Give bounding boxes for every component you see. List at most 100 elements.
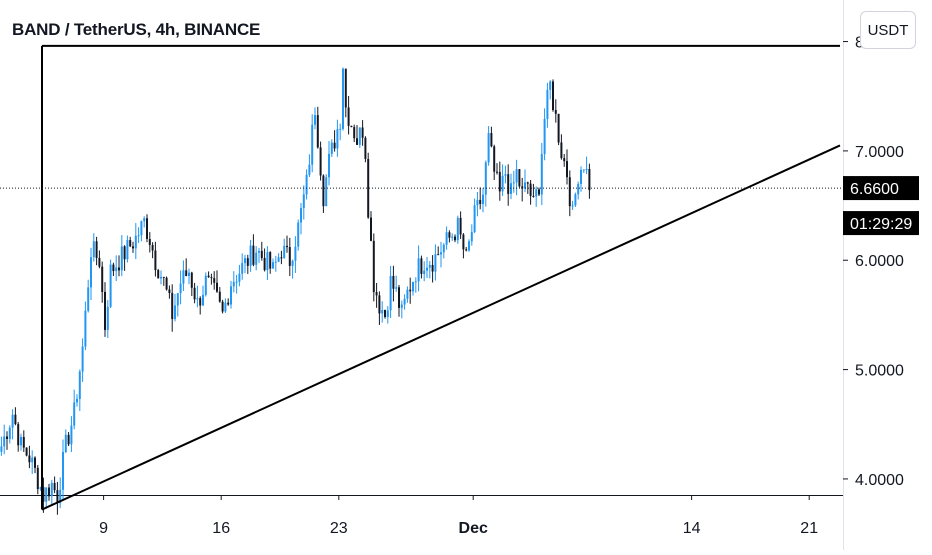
candle xyxy=(221,299,224,314)
candle xyxy=(526,181,529,194)
candle-body xyxy=(280,257,283,259)
candle xyxy=(431,255,434,283)
candle-body xyxy=(571,205,574,207)
candle-body xyxy=(580,169,582,184)
candle xyxy=(364,136,367,163)
candle xyxy=(204,272,207,297)
candle-body xyxy=(470,232,473,242)
candle xyxy=(423,261,426,282)
candle-body xyxy=(190,272,193,288)
trend-lines[interactable] xyxy=(41,44,841,511)
candle-body xyxy=(39,487,42,490)
candle xyxy=(420,255,423,279)
candle-body xyxy=(42,487,45,502)
candle-body xyxy=(406,289,409,299)
candle-body xyxy=(274,261,277,263)
candle-body xyxy=(221,301,224,312)
candle-body xyxy=(400,304,403,308)
candle-body xyxy=(585,168,588,170)
candle-body xyxy=(560,142,563,159)
candle xyxy=(342,67,344,131)
candle xyxy=(381,301,384,323)
candle xyxy=(11,409,14,440)
candle-body xyxy=(244,258,246,264)
candle-body xyxy=(456,217,459,241)
candle-body xyxy=(454,236,456,241)
candle xyxy=(510,173,512,200)
candle-body xyxy=(134,235,137,249)
candle xyxy=(115,255,118,281)
candle-body xyxy=(6,436,8,439)
candle-body xyxy=(420,258,423,274)
candle xyxy=(101,261,104,303)
candle xyxy=(515,159,518,196)
candle xyxy=(196,285,199,308)
candle-body xyxy=(258,250,260,253)
candle-body xyxy=(367,158,370,218)
candle-body xyxy=(437,254,440,256)
candle xyxy=(554,99,557,123)
candle xyxy=(64,429,67,454)
candle-body xyxy=(490,133,493,147)
x-tick-label: 9 xyxy=(99,520,108,537)
candle-body xyxy=(232,281,235,287)
candle-body xyxy=(28,455,31,463)
candle xyxy=(39,486,42,491)
candle-body xyxy=(532,195,535,197)
candle xyxy=(571,200,574,210)
candle xyxy=(45,487,48,509)
candle xyxy=(540,142,543,206)
candle xyxy=(493,144,496,181)
candle xyxy=(361,120,364,146)
candle-body xyxy=(546,89,549,119)
candle-body xyxy=(123,246,126,260)
candle xyxy=(384,309,386,319)
candle xyxy=(216,270,218,293)
candle-body xyxy=(269,252,272,269)
candle xyxy=(146,214,148,243)
candle xyxy=(353,124,356,143)
currency-button[interactable]: USDT xyxy=(860,11,916,49)
candle xyxy=(118,255,120,277)
candle xyxy=(532,183,535,198)
candle xyxy=(386,306,389,324)
candle xyxy=(258,247,260,263)
candle-body xyxy=(252,245,255,265)
candle xyxy=(280,250,283,265)
candle-body xyxy=(465,249,468,251)
candle xyxy=(87,279,90,313)
candle xyxy=(171,284,174,332)
candle xyxy=(232,271,235,293)
candle xyxy=(524,169,526,193)
candle-body xyxy=(146,218,148,239)
candle-body xyxy=(543,118,546,155)
candle-body xyxy=(126,240,129,260)
candle xyxy=(358,127,361,148)
candle xyxy=(272,258,274,269)
candle xyxy=(529,179,532,205)
candle-body xyxy=(31,457,34,463)
candle-body xyxy=(459,217,462,235)
candle-body xyxy=(423,270,426,274)
candle-body xyxy=(246,258,249,266)
candle xyxy=(476,192,479,217)
candle xyxy=(484,160,487,207)
candle-body xyxy=(132,246,134,249)
candle xyxy=(137,227,140,243)
candle-body xyxy=(202,294,204,306)
candle xyxy=(535,186,538,207)
candle-body xyxy=(249,245,252,266)
x-tick-label: 14 xyxy=(683,520,701,537)
x-tick-label: 21 xyxy=(800,520,818,537)
last-price-label: 6.6600 xyxy=(850,181,899,198)
candle xyxy=(134,223,137,260)
candle xyxy=(283,238,286,259)
candle-body xyxy=(445,232,448,245)
candle-body xyxy=(92,241,95,258)
candle-body xyxy=(294,246,297,261)
candle-body xyxy=(384,309,386,317)
candle xyxy=(274,255,277,272)
support-trend-line[interactable] xyxy=(41,144,841,511)
